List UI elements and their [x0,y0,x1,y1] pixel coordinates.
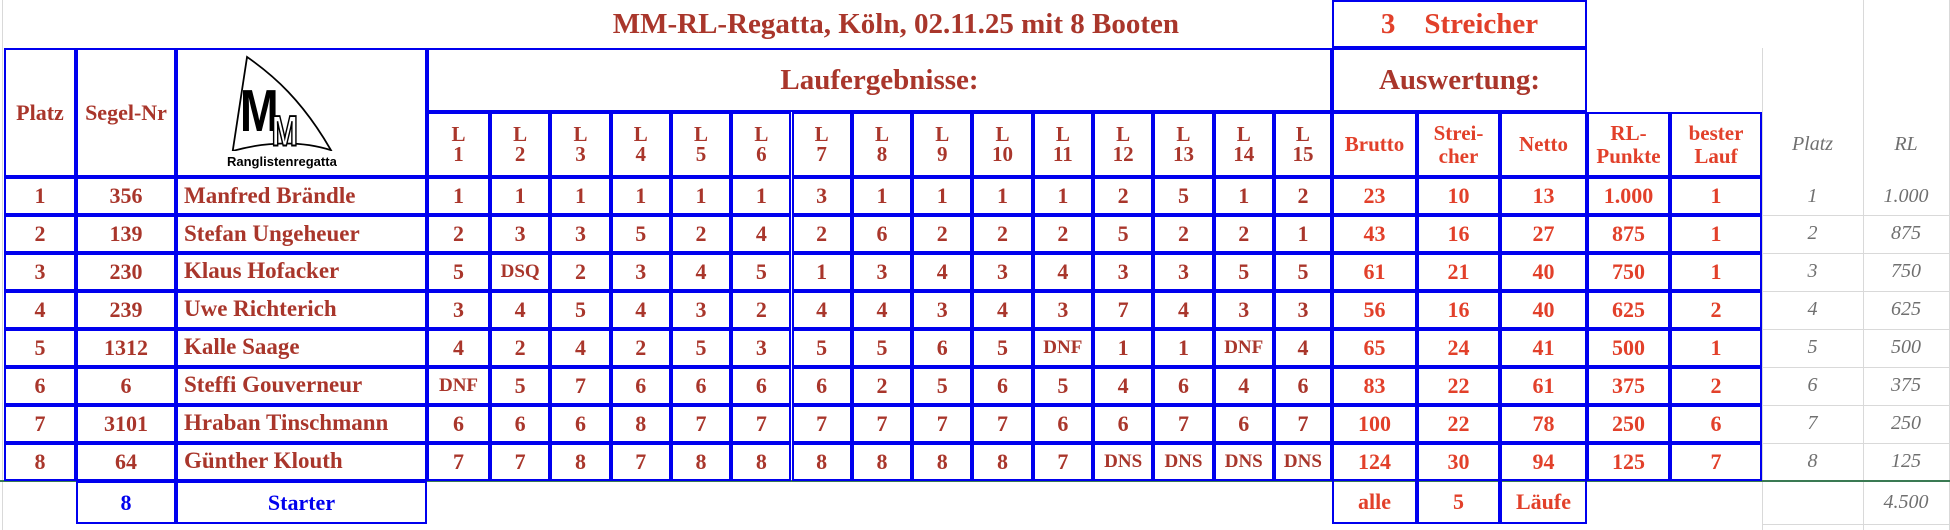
svg-text:M: M [272,108,299,151]
